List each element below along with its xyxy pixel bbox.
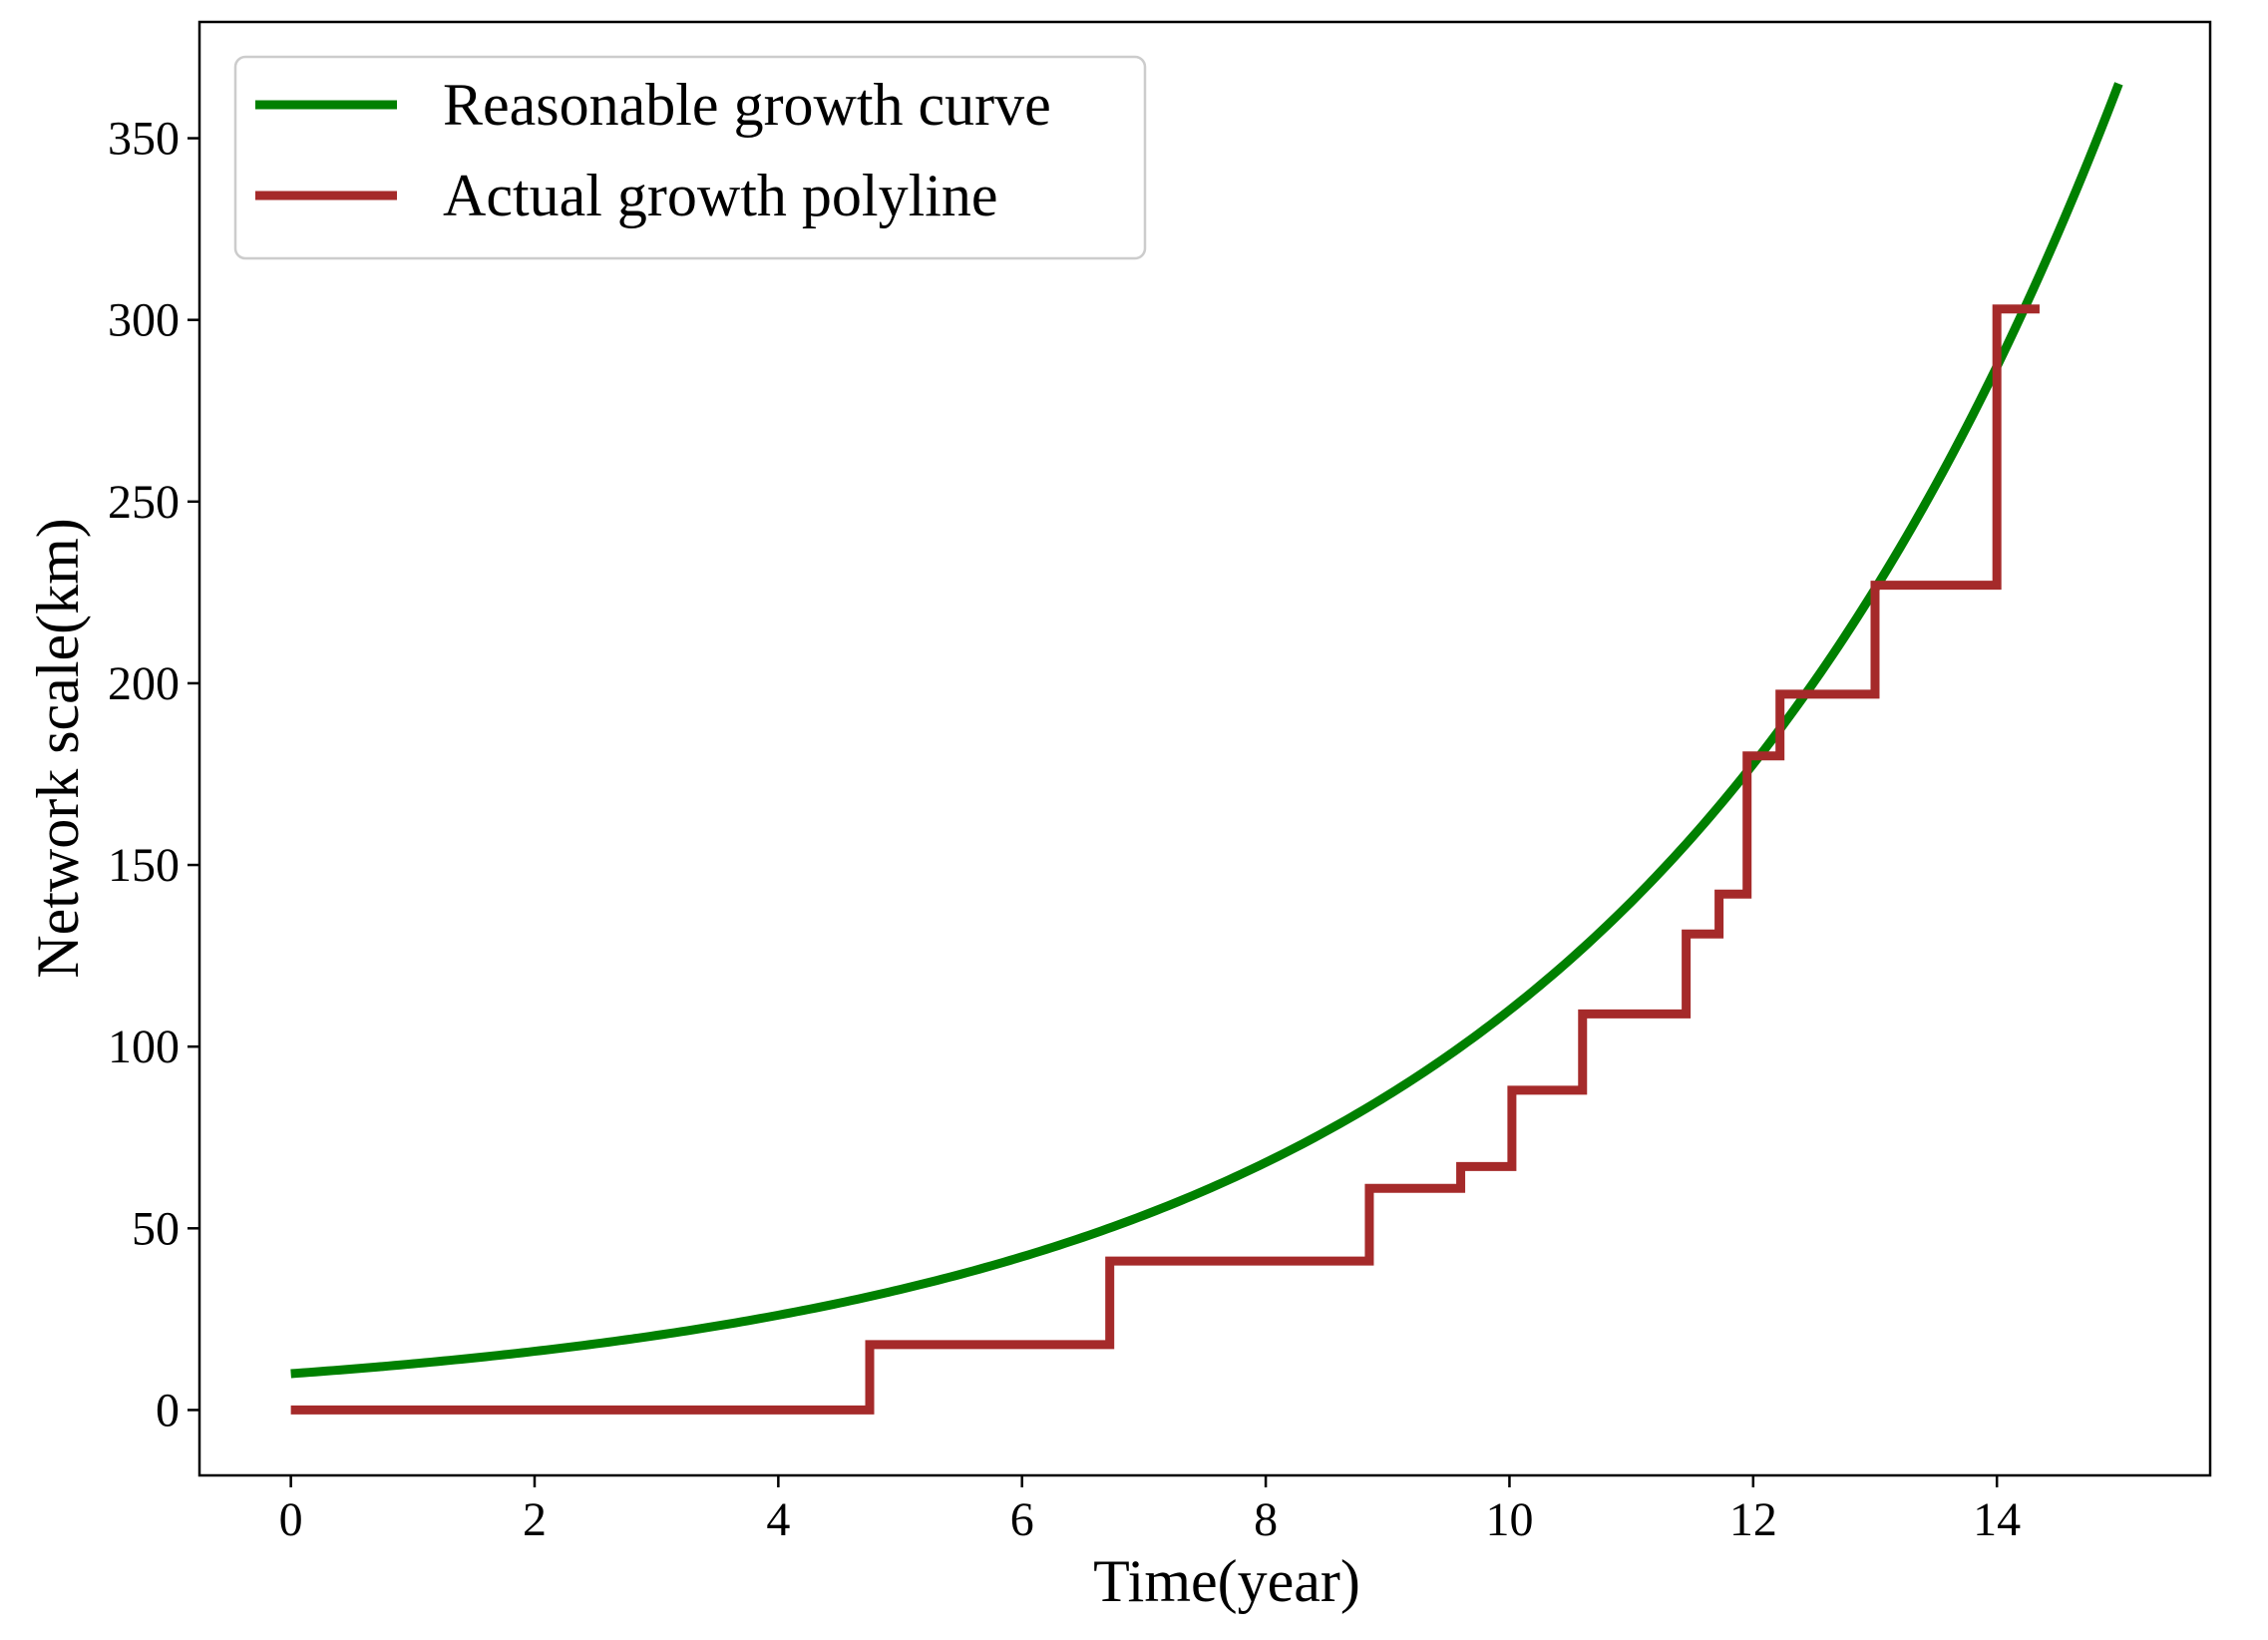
x-tick-label: 10 xyxy=(1485,1493,1533,1546)
x-tick-label: 8 xyxy=(1254,1493,1278,1546)
legend-label-reasonable: Reasonable growth curve xyxy=(443,72,1051,138)
y-tick-label: 300 xyxy=(108,294,180,347)
legend: Reasonable growth curve Actual growth po… xyxy=(233,55,1147,260)
y-tick-label: 0 xyxy=(156,1384,180,1436)
plot-frame xyxy=(197,20,2212,1477)
y-tick-label: 350 xyxy=(108,113,180,166)
y-tick-label: 200 xyxy=(108,657,180,710)
y-tick-label: 250 xyxy=(108,476,180,529)
x-axis-label: Time(year) xyxy=(1093,1548,1360,1614)
y-tick-label: 50 xyxy=(132,1202,180,1255)
x-tick-label: 14 xyxy=(1973,1493,2021,1546)
series-reasonable-growth-curve xyxy=(290,82,2123,1379)
x-tick-label: 6 xyxy=(1010,1493,1034,1546)
x-tick-label: 12 xyxy=(1729,1493,1777,1546)
y-tick-label: 100 xyxy=(108,1021,180,1073)
series-actual-growth-polyline xyxy=(290,304,2040,1415)
x-tick-label: 2 xyxy=(523,1493,547,1546)
y-axis-label: Network scale(km) xyxy=(25,518,91,978)
legend-label-actual: Actual growth polyline xyxy=(443,163,998,228)
y-tick-label: 150 xyxy=(108,839,180,892)
x-tick-label: 0 xyxy=(279,1493,303,1546)
x-tick-label: 4 xyxy=(766,1493,790,1546)
legend-box xyxy=(233,55,1147,260)
